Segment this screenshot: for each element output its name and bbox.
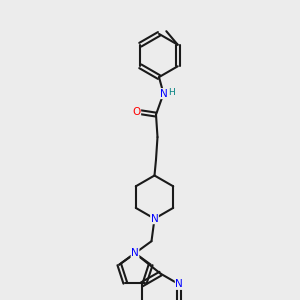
Text: N: N — [160, 88, 167, 99]
Text: H: H — [169, 88, 175, 97]
Text: N: N — [151, 214, 158, 224]
Text: N: N — [175, 279, 183, 290]
Text: N: N — [131, 248, 139, 258]
Text: O: O — [132, 106, 141, 117]
